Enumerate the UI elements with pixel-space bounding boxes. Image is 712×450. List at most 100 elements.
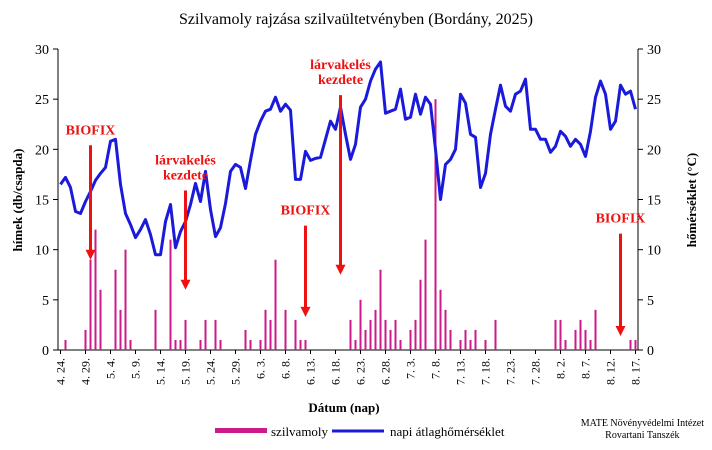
x-tick-label: 6. 18. — [329, 358, 343, 385]
bar-szilvamoly — [384, 319, 387, 350]
x-tick-label: 5. 9. — [129, 358, 143, 379]
y-tick-label-right: 20 — [647, 143, 661, 158]
credit-block: MATE Növényvédelmi Intézet Rovartani Tan… — [581, 418, 704, 442]
bar-szilvamoly — [494, 319, 497, 350]
bar-szilvamoly — [589, 339, 592, 350]
bar-szilvamoly — [269, 319, 272, 350]
x-tick-label: 8. 7. — [579, 358, 593, 379]
y-tick-label-right: 0 — [647, 344, 654, 359]
y-tick-label-right: 30 — [647, 43, 661, 58]
annotation-arrow-head — [180, 279, 191, 290]
bar-szilvamoly — [304, 339, 307, 350]
y-tick-label-left: 0 — [42, 344, 49, 359]
x-tick-label: 4. 24. — [54, 358, 68, 385]
x-tick-label: 5. 29. — [229, 358, 243, 385]
bar-szilvamoly — [459, 339, 462, 350]
bar-szilvamoly — [484, 339, 487, 350]
bar-szilvamoly — [114, 269, 117, 350]
bar-szilvamoly — [84, 329, 87, 350]
bar-szilvamoly — [249, 339, 252, 350]
bar-szilvamoly — [244, 329, 247, 350]
x-tick-label: 6. 8. — [279, 358, 293, 379]
y-axis-left-label: hímek (db/csapda) — [10, 149, 25, 252]
x-tick-label: 5. 4. — [104, 358, 118, 379]
credit-line-1: MATE Növényvédelmi Intézet — [580, 418, 704, 429]
bar-szilvamoly — [219, 339, 222, 350]
annotation-label: BIOFIX — [66, 123, 116, 138]
bar-szilvamoly — [439, 289, 442, 350]
bar-szilvamoly — [119, 309, 122, 350]
bar-szilvamoly — [399, 339, 402, 350]
bar-szilvamoly — [554, 319, 557, 350]
y-tick-label-left: 30 — [35, 43, 49, 58]
x-tick-label: 6. 23. — [354, 358, 368, 385]
annotation-arrow-head — [85, 249, 96, 260]
bar-szilvamoly — [349, 319, 352, 350]
bar-szilvamoly — [89, 259, 92, 350]
x-tick-label: 8. 2. — [554, 358, 568, 379]
bar-szilvamoly — [434, 99, 437, 351]
bar-szilvamoly — [574, 329, 577, 350]
bar-szilvamoly — [274, 259, 277, 350]
x-tick-label: 5. 14. — [154, 358, 168, 385]
x-tick-label: 6. 13. — [304, 358, 318, 385]
bar-szilvamoly — [584, 329, 587, 350]
legend-line-label: napi átlaghőmérséklet — [390, 424, 505, 439]
legend-bar-swatch — [215, 428, 267, 433]
y-tick-label-right: 10 — [647, 244, 661, 259]
bar-szilvamoly — [449, 329, 452, 350]
x-tick-label: 8. 12. — [604, 358, 618, 385]
bar-szilvamoly — [469, 339, 472, 350]
chart-title: Szilvamoly rajzása szilvaültetvényben (B… — [179, 11, 533, 28]
bar-szilvamoly — [414, 319, 417, 350]
y-tick-label-left: 25 — [35, 93, 49, 108]
x-tick-label: 4. 29. — [79, 358, 93, 385]
bar-szilvamoly — [389, 329, 392, 350]
bar-szilvamoly — [634, 339, 637, 350]
bar-szilvamoly — [264, 309, 267, 350]
annotation-label: lárvakelés — [155, 153, 216, 168]
bar-szilvamoly — [424, 239, 427, 350]
x-tick-label: 5. 19. — [179, 358, 193, 385]
x-tick-label: 5. 24. — [204, 358, 218, 385]
annotation-label: BIOFIX — [281, 204, 331, 219]
y-tick-label-left: 15 — [35, 194, 49, 209]
bar-szilvamoly — [154, 309, 157, 350]
bar-szilvamoly — [559, 319, 562, 350]
annotation-label: lárvakelés — [310, 58, 371, 73]
y-tick-label-right: 5 — [647, 294, 654, 309]
credit-line-2: Rovartani Tanszék — [605, 430, 680, 441]
bar-szilvamoly — [629, 339, 632, 350]
bar-szilvamoly — [419, 279, 422, 350]
bar-szilvamoly — [564, 339, 567, 350]
legend-bar-label: szilvamoly — [271, 424, 329, 439]
bar-szilvamoly — [204, 319, 207, 350]
annotation-arrow-head — [335, 264, 346, 275]
bar-szilvamoly — [179, 339, 182, 350]
x-axis-label: Dátum (nap) — [308, 400, 379, 415]
bar-szilvamoly — [394, 319, 397, 350]
y-tick-label-right: 15 — [647, 194, 661, 209]
bar-szilvamoly — [94, 229, 97, 350]
bar-szilvamoly — [374, 309, 377, 350]
line-napi-atlaghomerseklet — [59, 60, 637, 257]
bar-szilvamoly — [199, 339, 202, 350]
bar-szilvamoly — [124, 249, 127, 350]
bar-szilvamoly — [294, 319, 297, 350]
x-tick-label: 7. 8. — [429, 358, 443, 379]
bar-szilvamoly — [214, 319, 217, 350]
bar-szilvamoly — [174, 339, 177, 350]
x-tick-label: 7. 3. — [404, 358, 418, 379]
bar-szilvamoly — [369, 319, 372, 350]
bar-szilvamoly — [409, 329, 412, 350]
annotation-label: BIOFIX — [596, 212, 646, 227]
x-tick-label: 7. 23. — [504, 358, 518, 385]
bar-szilvamoly — [354, 339, 357, 350]
annotation-arrow-head — [615, 325, 626, 336]
y-tick-label-right: 25 — [647, 93, 661, 108]
bar-szilvamoly — [259, 339, 262, 350]
bar-szilvamoly — [579, 319, 582, 350]
bar-szilvamoly — [169, 239, 172, 350]
